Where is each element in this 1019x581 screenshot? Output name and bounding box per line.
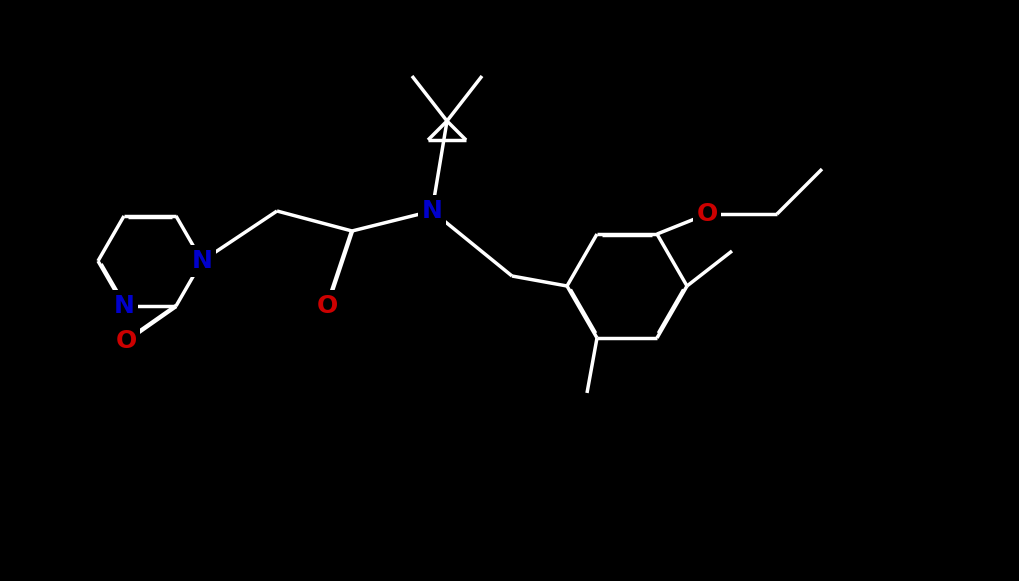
Text: N: N (192, 249, 212, 273)
Text: O: O (115, 329, 137, 353)
Text: N: N (422, 199, 442, 223)
Text: O: O (316, 294, 337, 318)
Text: O: O (696, 202, 717, 226)
Text: N: N (113, 294, 135, 318)
